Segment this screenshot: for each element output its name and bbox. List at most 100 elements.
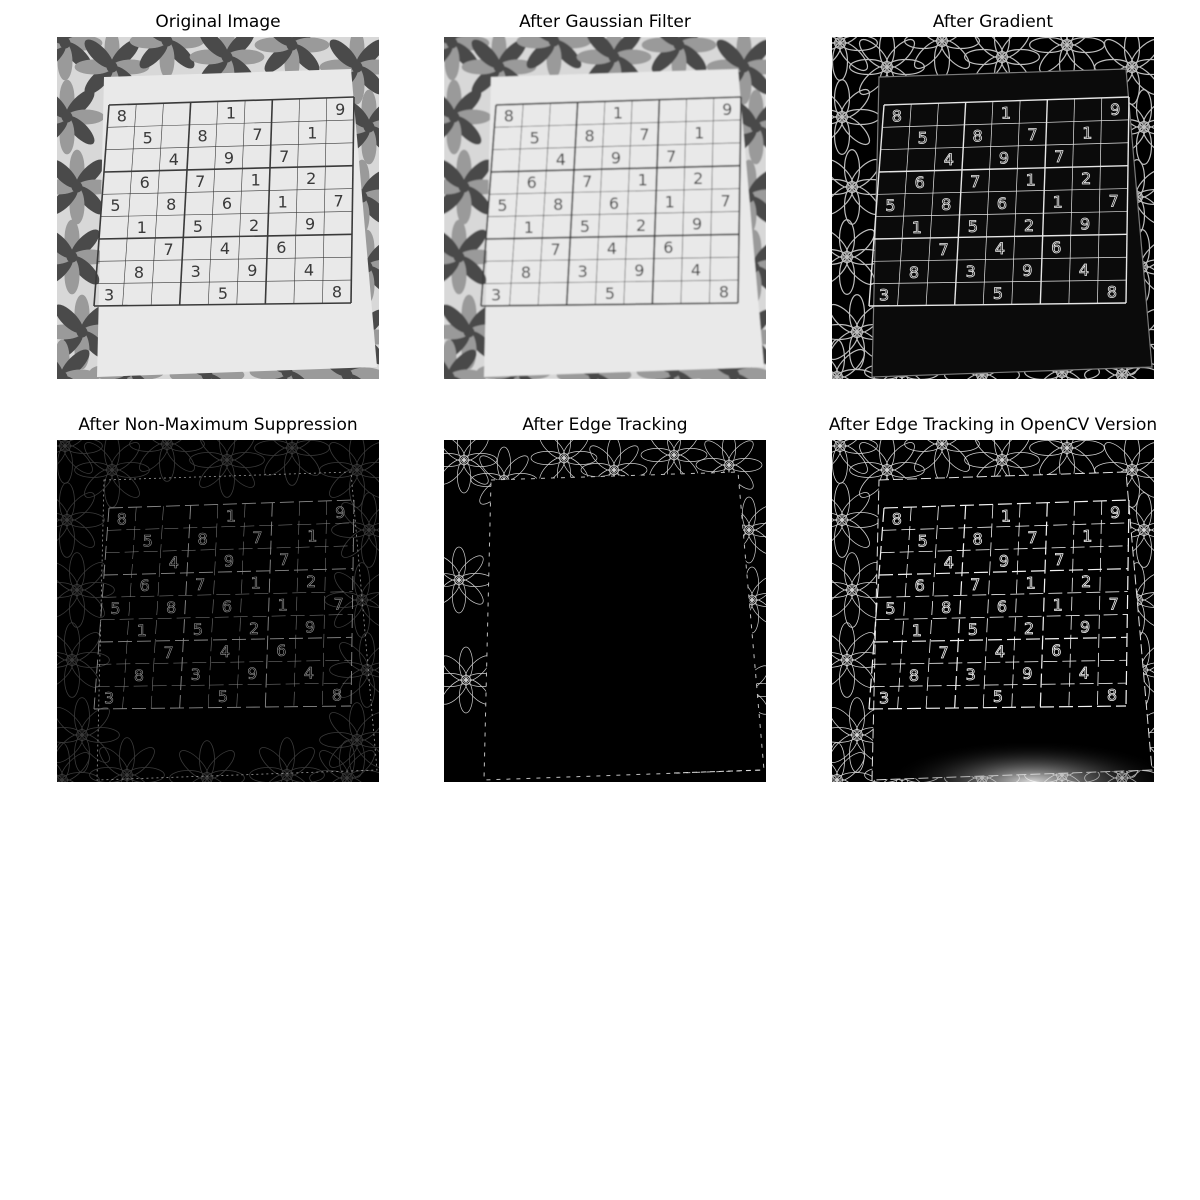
panel-title: Original Image [155,12,281,32]
sudoku-digit: 1 [638,170,648,189]
sudoku-digit: 6 [527,173,537,192]
sudoku-digit: 8 [941,598,951,617]
sudoku-digit: 1 [1053,596,1063,615]
sudoku-digit: 4 [607,239,617,258]
sudoku-digit: 8 [909,666,919,685]
sudoku-digit: 5 [605,284,615,303]
sudoku-digit: 4 [995,642,1005,661]
nms-image: 8 1 95 8 7 14 9 76 7 1 25 8 6 1 71 5 2 97 4 68 3 9 43 5 8 [57,440,379,782]
sudoku-digit: 2 [636,216,646,235]
sudoku-digit: 3 [879,286,889,305]
sudoku-digit: 6 [663,238,673,257]
sudoku-digit: 1 [226,103,236,122]
sudoku-digit: 3 [491,286,501,305]
sudoku-digit: 6 [915,576,925,595]
sudoku-digit: 8 [332,686,342,705]
sudoku-digit: 8 [584,127,594,146]
sudoku-digit: 9 [692,215,702,234]
sudoku-digit: 5 [580,217,590,236]
sudoku-digit: 4 [304,663,314,682]
sudoku-digit: 1 [278,596,288,615]
sudoku-digit: 5 [885,196,895,215]
gaussian-filtered-image: 8 1 95 8 7 14 9 76 7 1 25 8 6 1 71 5 2 97 4 68 3 9 43 5 8 [444,37,766,379]
sudoku-digit: 8 [117,107,127,126]
sudoku-digit: 7 [252,125,262,144]
sudoku-digit: 5 [993,687,1003,706]
sudoku-digit: 1 [912,621,922,640]
sudoku-digit: 1 [613,103,623,122]
sudoku-digit: 1 [912,218,922,237]
sudoku-digit: 7 [195,172,205,191]
sudoku-digit: 4 [1079,663,1089,682]
sudoku-digit: 8 [166,195,176,214]
panel-title: After Gaussian Filter [519,12,691,32]
sudoku-digit: 8 [719,283,729,302]
sudoku-digit: 3 [104,689,114,708]
sudoku-digit: 1 [1026,170,1036,189]
sudoku-digit: 8 [117,510,127,529]
sudoku-digit: 5 [143,128,153,147]
sudoku-digit: 7 [1108,594,1118,613]
sudoku-digit: 4 [220,239,230,258]
sudoku-digit: 1 [1026,573,1036,592]
sudoku-digit: 5 [110,196,120,215]
sudoku-digit: 3 [191,665,201,684]
sudoku-digit: 6 [276,238,286,257]
sudoku-digit: 4 [1079,260,1089,279]
sudoku-digit: 6 [997,597,1007,616]
sudoku-digit: 7 [939,643,949,662]
sudoku-digit: 7 [970,575,980,594]
sudoku-digit: 7 [639,125,649,144]
sudoku-digit: 6 [915,173,925,192]
sudoku-digit: 4 [169,553,179,572]
sudoku-digit: 9 [305,618,315,637]
sudoku-digit: 8 [892,510,902,529]
edge-tracking-image [444,440,766,782]
sudoku-digit: 5 [885,599,895,618]
sudoku-digit: 4 [169,150,179,169]
sudoku-digit: 1 [1082,124,1092,143]
sudoku-digit: 9 [305,215,315,234]
sudoku-digit: 8 [909,263,919,282]
sudoku-digit: 7 [252,528,262,547]
sudoku-digit: 3 [578,262,588,281]
sudoku-digit: 7 [939,240,949,259]
sudoku-digit: 2 [249,619,259,638]
sudoku-digit: 9 [247,261,257,280]
sudoku-digit: 9 [999,552,1009,571]
sudoku-digit: 6 [140,576,150,595]
sudoku-digit: 6 [1051,238,1061,257]
sudoku-digit: 1 [278,193,288,212]
sudoku-digit: 7 [279,147,289,166]
sudoku-digit: 9 [722,100,732,119]
sudoku-digit: 8 [553,195,563,214]
sudoku-digit: 1 [694,124,704,143]
sudoku-digit: 4 [944,150,954,169]
sudoku-digit: 4 [944,553,954,572]
sudoku-digit: 2 [249,216,259,235]
sudoku-digit: 9 [1110,503,1120,522]
sudoku-digit: 1 [1001,506,1011,525]
sudoku-digit: 8 [504,107,514,126]
sudoku-digit: 5 [193,620,203,639]
sudoku-digit: 5 [143,531,153,550]
sudoku-digit: 7 [1027,125,1037,144]
sudoku-digit: 8 [1107,283,1117,302]
sudoku-digit: 2 [1024,216,1034,235]
sudoku-digit: 7 [551,240,561,259]
sudoku-digit: 1 [251,573,261,592]
sudoku-digit: 7 [666,147,676,166]
sudoku-digit: 5 [530,128,540,147]
sudoku-digit: 9 [247,664,257,683]
sudoku-digit: 5 [218,284,228,303]
sudoku-digit: 7 [1054,550,1064,569]
sudoku-digit: 9 [611,149,621,168]
gradient-image: 8 1 95 8 7 14 9 76 7 1 25 8 6 1 71 5 2 97 4 68 3 9 43 5 8 [832,37,1154,379]
sudoku-digit: 8 [134,666,144,685]
sudoku-digit: 4 [995,239,1005,258]
sudoku-digit: 1 [137,218,147,237]
sudoku-digit: 5 [193,217,203,236]
sudoku-digit: 5 [918,128,928,147]
sudoku-digit: 9 [335,100,345,119]
sudoku-digit: 5 [110,599,120,618]
